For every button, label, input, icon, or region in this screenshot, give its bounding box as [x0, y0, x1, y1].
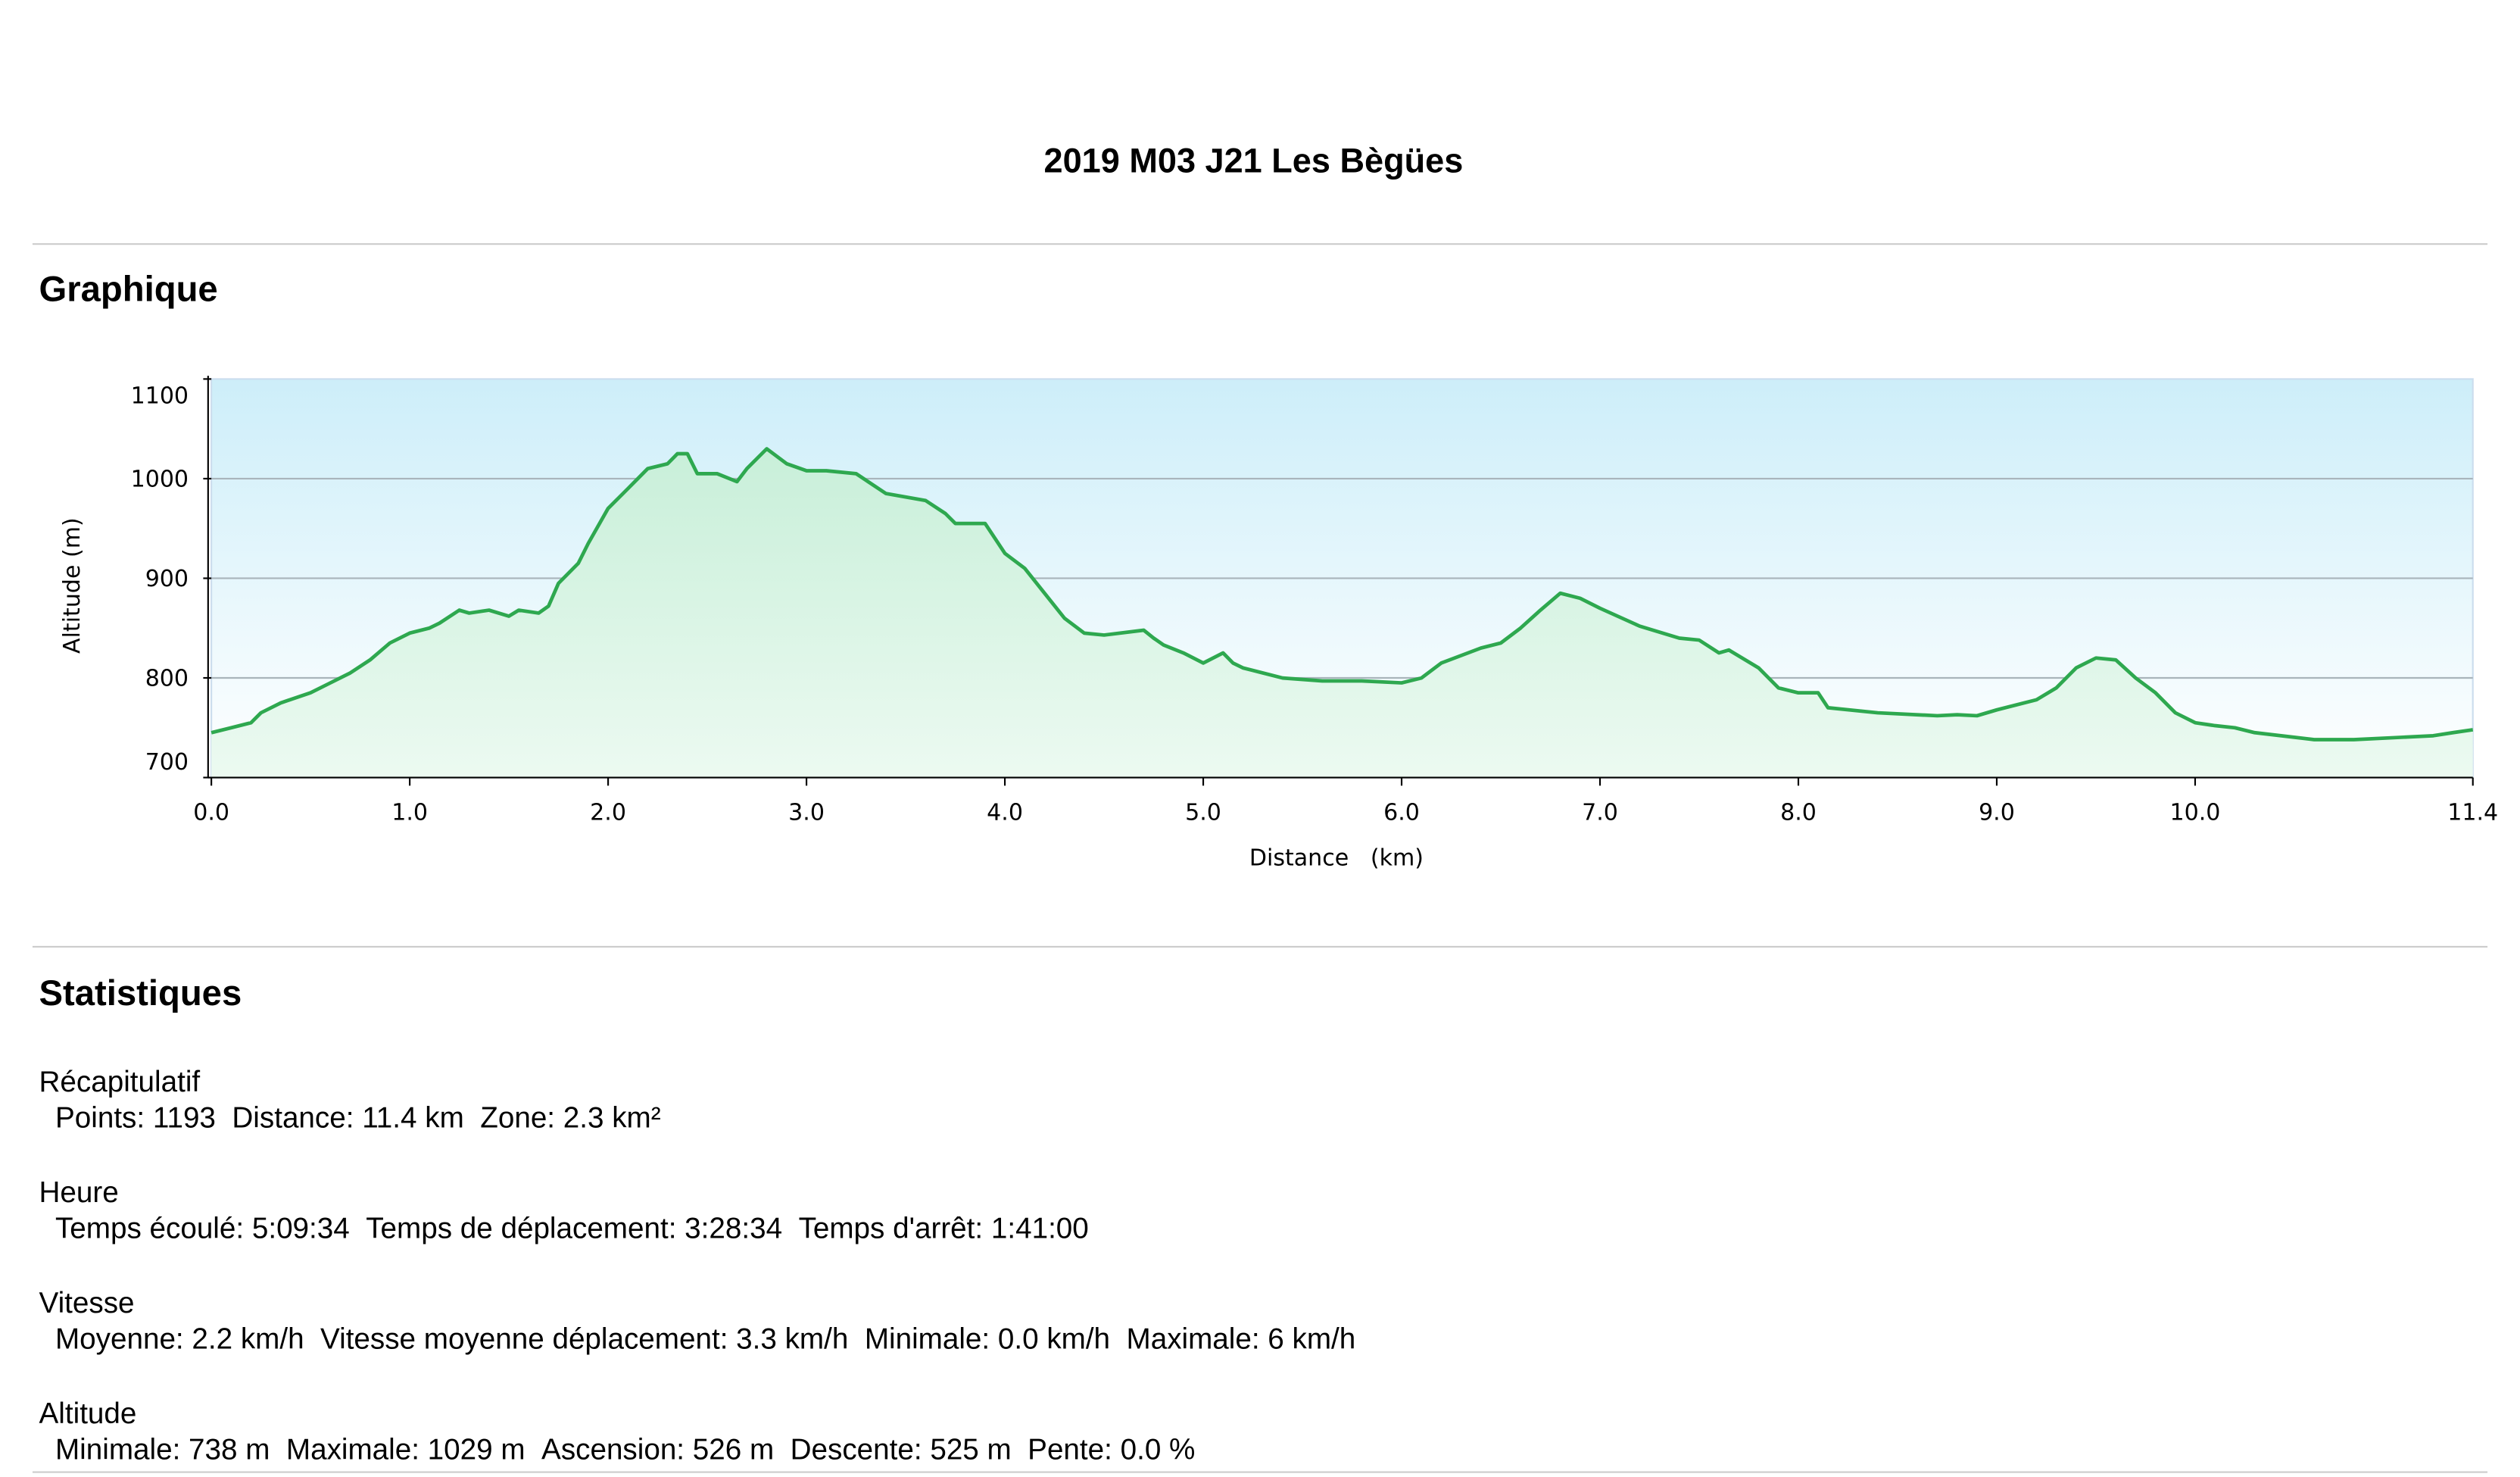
- stat-item: Temps de déplacement: 3:28:34: [366, 1212, 782, 1244]
- x-tick-label: 3.0: [788, 799, 825, 826]
- y-tick-label: 800: [145, 666, 189, 692]
- x-tick-label: 0.0: [193, 799, 229, 826]
- page-title: 2019 M03 J21 Les Bègües: [1044, 142, 1464, 180]
- y-tick-label: 1100: [131, 383, 189, 410]
- x-tick-label: 1.0: [391, 799, 428, 826]
- stat-item: Points: 1193: [55, 1101, 216, 1134]
- stat-item: Ascension: 526 m: [541, 1433, 774, 1466]
- x-tick-label: 9.0: [1979, 799, 2015, 826]
- x-tick-label: 8.0: [1780, 799, 1817, 826]
- x-axis-title: Distance (km): [1249, 845, 1424, 872]
- stat-item: Zone: 2.3 km²: [480, 1101, 660, 1134]
- stat-item: Maximale: 6 km/h: [1127, 1322, 1356, 1355]
- x-tick-label: 2.0: [590, 799, 626, 826]
- x-tick-label: 5.0: [1185, 799, 1221, 826]
- y-tick-label: 700: [145, 749, 189, 776]
- y-axis-title: Altitude (m): [59, 517, 86, 654]
- stat-item: Minimale: 738 m: [55, 1433, 270, 1466]
- stat-item: Distance: 11.4 km: [232, 1101, 463, 1134]
- stat-line: Points: 1193 Distance: 11.4 km Zone: 2.3 k…: [55, 1101, 661, 1134]
- x-tick-label: 7.0: [1582, 799, 1618, 826]
- x-tick-label: 10.0: [2170, 799, 2221, 826]
- stat-item: Pente: 0.0 %: [1028, 1433, 1195, 1466]
- stat-group-label: Récapitulatif: [39, 1066, 201, 1098]
- y-tick-label: 900: [145, 566, 189, 592]
- stat-group-label: Heure: [39, 1176, 119, 1209]
- stat-item: Maximale: 1029 m: [286, 1433, 526, 1466]
- stat-line: Temps écoulé: 5:09:34 Temps de déplacemen…: [55, 1212, 1089, 1244]
- stat-item: Moyenne: 2.2 km/h: [55, 1322, 304, 1355]
- area-fill: [211, 448, 2473, 778]
- x-tick-label: 11.4: [2447, 799, 2498, 826]
- section-heading: Statistiques: [39, 973, 242, 1013]
- stat-item: Temps écoulé: 5:09:34: [55, 1212, 350, 1244]
- stat-item: Temps d'arrêt: 1:41:00: [799, 1212, 1089, 1244]
- x-tick-label: 4.0: [987, 799, 1023, 826]
- stat-line: Moyenne: 2.2 km/h Vitesse moyenne déplace…: [55, 1322, 1355, 1355]
- stat-item: Minimale: 0.0 km/h: [865, 1322, 1110, 1355]
- elevation-line: [211, 447, 2474, 742]
- x-tick-label: 6.0: [1383, 799, 1420, 826]
- stat-item: Vitesse moyenne déplacement: 3.3 km/h: [320, 1322, 848, 1355]
- section-heading: Graphique: [39, 269, 218, 309]
- y-tick-label: 1000: [131, 467, 189, 493]
- elevation-chart: 700 800 900 1000 1100 0.0 1.0 2.0 3.0 4.0 5.0 6.0 7.…: [59, 376, 2498, 872]
- stat-line: Minimale: 738 m Maximale: 1029 m Ascension…: [55, 1433, 1195, 1466]
- stat-group-label: Altitude: [39, 1397, 137, 1430]
- stat-item: Descente: 525 m: [791, 1433, 1012, 1466]
- stat-group-label: Vitesse: [39, 1287, 135, 1319]
